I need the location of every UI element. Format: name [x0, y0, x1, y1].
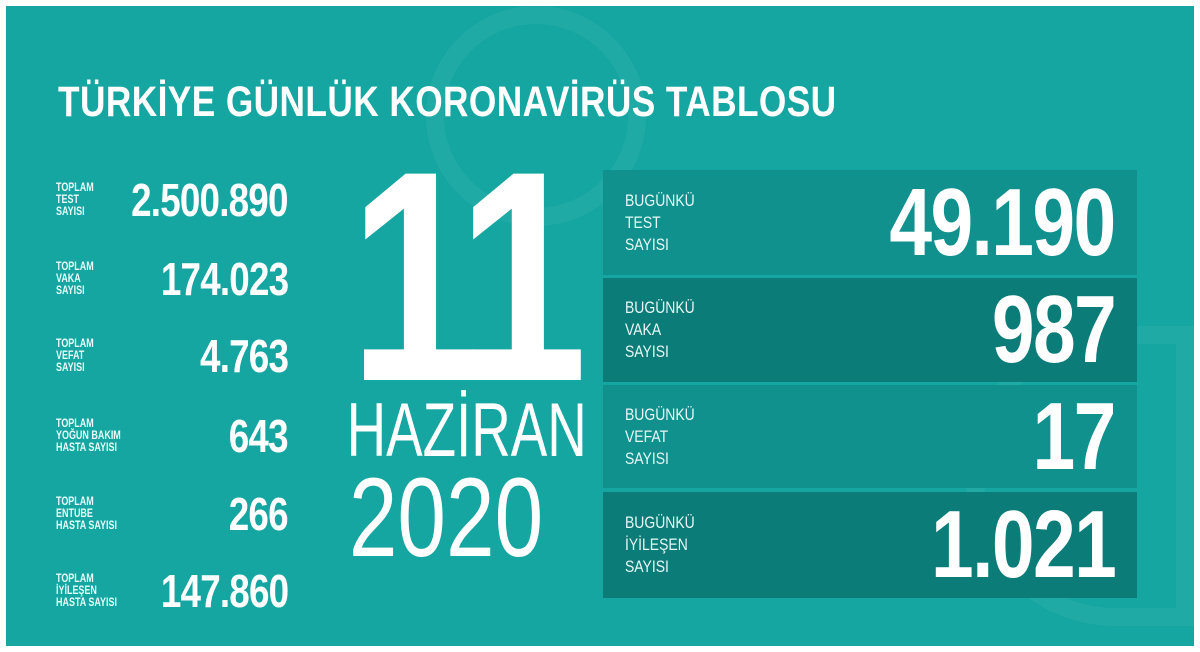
total-cases-label: TOPLAM VAKA SAYISI: [56, 261, 94, 297]
total-intubated-label: TOPLAM ENTUBE HASTA SAYISI: [56, 496, 117, 532]
today-recovered-value: 1.021: [930, 491, 1117, 598]
today-recovered-label: BUGÜNKÜ İYİLEŞEN SAYISI: [625, 513, 695, 576]
total-deaths-value: 4.763: [199, 330, 289, 382]
infographic-card: TÜRKİYE GÜNLÜK KORONAVİRÜS TABLOSU TOPLA…: [6, 6, 1194, 646]
total-icu-label: TOPLAM YOĞUN BAKIM HASTA SAYISI: [56, 418, 121, 454]
total-recovered-row: TOPLAM İYİLEŞEN HASTA SAYISI 147.860: [56, 561, 289, 621]
date-month: HAZİRAN: [346, 388, 587, 473]
total-intubated-row: TOPLAM ENTUBE HASTA SAYISI 266: [56, 484, 289, 544]
total-cases-value: 174.023: [160, 253, 289, 305]
today-recovered-row: BUGÜNKÜ İYİLEŞEN SAYISI 1.021: [603, 491, 1137, 598]
today-test-row: BUGÜNKÜ TEST SAYISI 49.190: [603, 168, 1137, 276]
date-day: 11: [349, 108, 587, 444]
total-icu-row: TOPLAM YOĞUN BAKIM HASTA SAYISI 643: [56, 406, 289, 466]
today-deaths-row: BUGÜNKÜ VEFAT SAYISI 17: [603, 383, 1137, 490]
total-deaths-row: TOPLAM VEFAT SAYISI 4.763: [56, 326, 289, 386]
date-year: 2020: [348, 455, 544, 580]
total-cases-row: TOPLAM VAKA SAYISI 174.023: [56, 249, 289, 309]
today-cases-row: BUGÜNKÜ VAKA SAYISI 987: [603, 276, 1137, 383]
today-cases-label: BUGÜNKÜ VAKA SAYISI: [625, 298, 695, 361]
total-icu-value: 643: [229, 410, 289, 462]
total-recovered-label: TOPLAM İYİLEŞEN HASTA SAYISI: [56, 573, 117, 609]
total-intubated-value: 266: [229, 488, 289, 540]
total-test-row: TOPLAM TEST SAYISI 2.500.890: [56, 170, 289, 230]
today-cases-value: 987: [991, 276, 1117, 383]
today-test-label: BUGÜNKÜ TEST SAYISI: [625, 190, 695, 254]
today-deaths-label: BUGÜNKÜ VEFAT SAYISI: [625, 404, 695, 468]
total-recovered-value: 147.860: [160, 565, 289, 617]
today-test-value: 49.190: [889, 168, 1117, 276]
page-title: TÜRKİYE GÜNLÜK KORONAVİRÜS TABLOSU: [58, 78, 837, 126]
today-deaths-value: 17: [1032, 382, 1117, 490]
total-deaths-label: TOPLAM VEFAT SAYISI: [56, 338, 94, 374]
total-test-value: 2.500.890: [131, 174, 288, 226]
total-test-label: TOPLAM TEST SAYISI: [56, 182, 94, 218]
